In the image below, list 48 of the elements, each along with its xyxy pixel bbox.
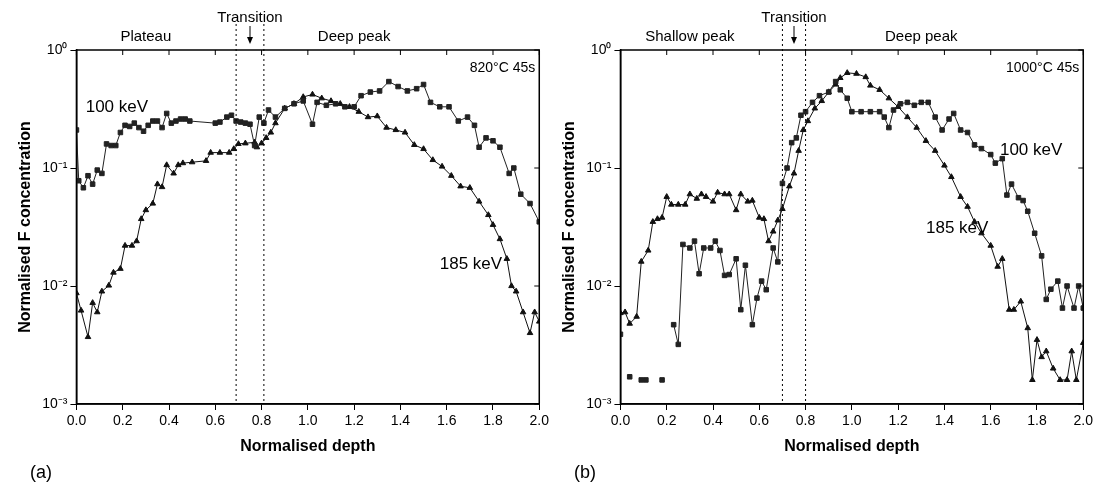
x-tick-label: 2.0 [529, 412, 550, 429]
x-tick-label: 2.0 [1073, 412, 1094, 429]
x-tick-label: 1.0 [298, 412, 318, 429]
y-tick-label: 10⁻¹ [586, 158, 612, 175]
y-tick-label: 10⁻³ [586, 394, 612, 411]
series-label: 100 keV [999, 139, 1063, 159]
x-tick-label: 0.2 [656, 412, 677, 429]
text: (b) [574, 462, 596, 482]
x-tick-label: 1.8 [1027, 412, 1047, 429]
x-tick-label: 0.4 [159, 412, 179, 429]
y-tick-label: 10⁻² [42, 276, 68, 293]
y-axis-title: Normalised F concentration [16, 121, 34, 333]
y-tick-label: 10⁻¹ [42, 158, 68, 175]
x-tick-label: 0.0 [610, 412, 631, 429]
x-tick-label: 1.8 [483, 412, 503, 429]
x-tick-label: 1.6 [436, 412, 457, 429]
y-tick-label: 10⁻² [586, 276, 612, 293]
x-tick-label: 0.8 [795, 412, 816, 429]
x-axis-title: Normalised depth [240, 436, 376, 454]
x-tick-label: 0.6 [205, 412, 226, 429]
x-tick-label: 0.0 [66, 412, 87, 429]
y-tick-label: 10⁰ [590, 40, 612, 57]
series-label: 185 keV [926, 218, 990, 238]
x-tick-label: 1.6 [980, 412, 1001, 429]
x-tick-label: 1.4 [934, 412, 955, 429]
text: Deep peak [317, 27, 391, 44]
x-axis-title: Normalised depth [784, 436, 920, 454]
x-tick-label: 1.2 [888, 412, 909, 429]
y-tick-label: 10⁰ [46, 40, 68, 57]
x-tick-label: 1.0 [842, 412, 862, 429]
x-tick-label: 0.4 [703, 412, 723, 429]
text: (a) [30, 462, 52, 482]
text: Deep peak [885, 27, 959, 44]
y-axis-title: Normalised F concentration [560, 121, 578, 333]
x-tick-label: 1.2 [344, 412, 365, 429]
text: Shallow peak [645, 27, 735, 44]
annotation: 1000°C 45s [1005, 59, 1080, 75]
text: Transition [217, 8, 283, 25]
text: Plateau [120, 27, 172, 44]
x-tick-label: 0.2 [112, 412, 133, 429]
y-tick-label: 10⁻³ [42, 394, 68, 411]
x-tick-label: 0.8 [251, 412, 272, 429]
series-label: 185 keV [439, 253, 503, 273]
x-tick-label: 1.4 [390, 412, 411, 429]
x-tick-label: 0.6 [749, 412, 770, 429]
text: Transition [761, 8, 827, 25]
annotation: 820°C 45s [469, 59, 536, 75]
series-label: 100 keV [85, 96, 149, 116]
